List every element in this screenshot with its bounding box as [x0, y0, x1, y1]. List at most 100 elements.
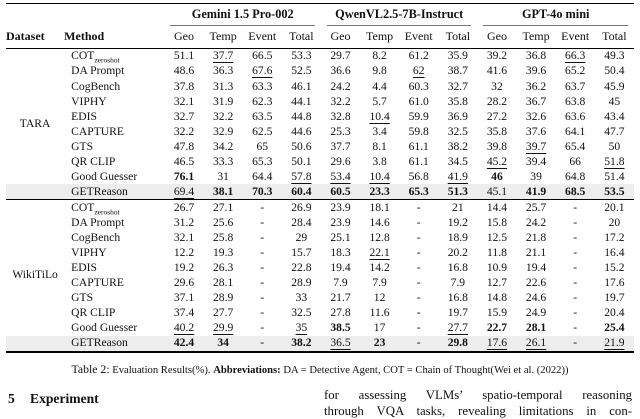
score-cell: - — [416, 246, 421, 260]
body-text-column: for assessing VLMs’ spatio-temporal reas… — [324, 388, 632, 419]
score-cell: 37.1 — [173, 291, 195, 305]
score-cell: 18.3 — [330, 246, 351, 260]
score-cell: 26.1 — [516, 335, 556, 352]
score-cell: - — [573, 291, 578, 305]
score-cell: 53.3 — [291, 49, 312, 63]
spacer — [64, 4, 164, 27]
column-header-row: Dataset Method Geo Temp Event Total Geo Temp E… — [6, 26, 634, 49]
score-cell: 15.2 — [604, 261, 625, 275]
table-row: QR CLIP 37.4 27.7 - 32.5 27.8 11.6 - 19.7 15.9 24.… — [6, 306, 634, 321]
score-cell: - — [416, 215, 421, 229]
score-cell: 28.9 — [291, 276, 312, 290]
dataset-cell — [6, 246, 64, 261]
method-cell: GTS — [71, 291, 94, 305]
score-cell: 34 — [203, 335, 243, 352]
table-row: DA Prompt 31.2 25.6 - 28.4 23.9 14.6 - 19.2 15.8 2… — [6, 216, 634, 231]
score-cell: 37.7 — [212, 49, 234, 63]
dataset-cell — [6, 231, 64, 246]
score-cell: 17.6 — [477, 335, 517, 352]
score-cell: 29.8 — [438, 335, 478, 352]
score-cell: 44.1 — [291, 94, 312, 108]
score-cell: 65.3 — [252, 154, 273, 168]
score-cell: 32.2 — [173, 124, 195, 138]
score-cell: 19.4 — [525, 261, 547, 275]
score-cell: 45.2 — [486, 154, 508, 168]
score-cell: 61.1 — [408, 154, 429, 168]
score-cell: 19.2 — [447, 215, 468, 229]
score-cell: 10.4 — [369, 169, 390, 183]
metric-header-geo: Geo — [320, 26, 361, 49]
score-cell: 59.8 — [408, 124, 429, 138]
score-cell: 24.9 — [525, 306, 547, 320]
score-cell: 20.4 — [604, 306, 625, 320]
score-cell: 22.8 — [291, 261, 312, 275]
score-cell: 23.3 — [360, 184, 400, 200]
score-cell: 50.1 — [291, 154, 312, 168]
score-cell: 68.5 — [555, 184, 595, 200]
score-cell: - — [242, 335, 282, 352]
score-cell: 28.4 — [291, 215, 312, 229]
score-cell: 14.2 — [369, 261, 390, 275]
score-cell: 47.8 — [173, 139, 195, 153]
score-cell: - — [573, 321, 578, 335]
score-cell: 28.1 — [525, 321, 547, 335]
method-cell: GETReason — [64, 335, 165, 352]
score-cell: 16.8 — [447, 261, 468, 275]
score-cell: - — [573, 276, 578, 290]
table-row: COTzeroshot 51.1 37.7 66.5 53.3 29.7 8.2 61.2 35… — [6, 49, 634, 65]
score-cell: 15.9 — [486, 306, 508, 320]
score-cell: 51.4 — [604, 169, 625, 183]
score-cell: 42.4 — [164, 335, 204, 352]
metric-header-total: Total — [594, 26, 634, 49]
dataset-cell — [6, 94, 64, 109]
results-table: Gemini 1.5 Pro-002 QwenVL2.5-7B-Instruct… — [6, 3, 634, 353]
score-cell: 41.6 — [486, 64, 508, 78]
score-cell: 20 — [608, 215, 621, 229]
score-cell: 25.8 — [212, 231, 234, 244]
score-cell: 37.6 — [525, 124, 547, 138]
group-header-gemini-label: Gemini 1.5 Pro-002 — [170, 7, 315, 26]
score-cell: 21.8 — [525, 231, 547, 244]
score-cell: 36.6 — [330, 64, 351, 78]
dataset-cell — [6, 291, 64, 306]
dataset-column-header: Dataset — [6, 26, 65, 49]
score-cell: 62.5 — [252, 124, 273, 138]
method-cell: EDIS — [71, 109, 97, 123]
score-cell: 44.6 — [291, 124, 312, 138]
dataset-cell — [6, 154, 64, 169]
score-cell: 11.8 — [487, 246, 507, 260]
score-cell: 63.5 — [252, 109, 273, 123]
score-cell: 22.7 — [486, 321, 508, 335]
score-cell: 17 — [373, 321, 386, 335]
spacer — [6, 4, 64, 27]
score-cell: 12 — [373, 291, 386, 305]
body-text-line: through VQA tasks, revealing limitations… — [324, 403, 632, 418]
metric-header-event: Event — [399, 26, 439, 49]
method-cell: GETReason — [64, 184, 165, 200]
score-cell: 59.9 — [408, 109, 429, 123]
score-cell: 25.1 — [330, 231, 351, 244]
table-row: VIPHY 32.1 31.9 62.3 44.1 32.2 5.7 61.0 35.8 28.2… — [6, 94, 634, 109]
table-caption: Table 2: Evaluation Results(%). Abbrevia… — [10, 362, 630, 377]
score-cell: 23 — [360, 335, 400, 352]
table-row: WikiTiLo EDIS 19.2 26.3 - 22.8 19.4 14.2 - 16.8 10… — [6, 261, 634, 281]
score-cell: 33 — [295, 291, 308, 305]
dataset-cell: WikiTiLo — [6, 261, 64, 281]
score-cell: 4.4 — [372, 79, 387, 93]
table-row: GTS 47.8 34.2 65 50.6 37.7 8.1 61.1 38.2 39.8 39.7… — [6, 139, 634, 154]
score-cell: 69.4 — [164, 184, 204, 200]
method-cell: DA Prompt — [71, 215, 125, 229]
score-cell: 31 — [217, 169, 229, 183]
score-cell: - — [416, 276, 421, 290]
table-row: CogBench 32.1 25.8 - 29 25.1 12.8 - 18.9 12.5 21.8… — [6, 231, 634, 246]
score-cell: 27.7 — [212, 306, 234, 320]
score-cell: 38.7 — [447, 64, 468, 78]
score-cell: 37.8 — [173, 79, 195, 93]
score-cell: 52.5 — [291, 64, 312, 78]
score-cell: 26.3 — [212, 261, 234, 275]
score-cell: 51.1 — [173, 49, 195, 63]
score-cell: 44.8 — [291, 109, 312, 123]
dataset-label: WikiTiLo — [12, 268, 58, 282]
table-row: COTzeroshot 26.7 27.1-26.9 23.9 18.1-21 14.4 2… — [6, 199, 634, 216]
score-cell: 62 — [412, 64, 425, 78]
